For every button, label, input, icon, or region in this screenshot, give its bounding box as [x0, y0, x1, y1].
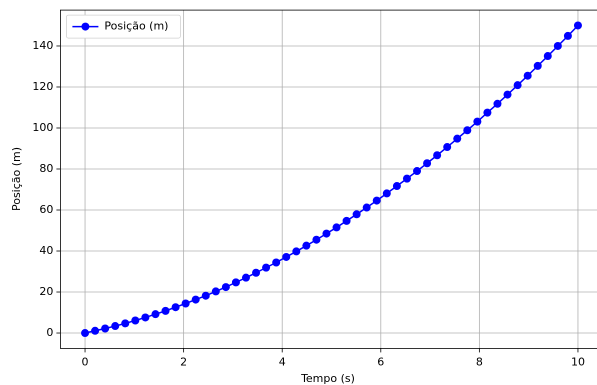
marker: [443, 143, 452, 152]
marker: [372, 196, 381, 205]
x-tick-label: 4: [279, 355, 286, 368]
marker: [231, 278, 240, 287]
line: [84, 24, 579, 334]
marker: [282, 252, 291, 261]
marker: [191, 295, 200, 304]
marker: [171, 303, 180, 312]
y-tick-label: 120: [32, 80, 53, 93]
marker: [352, 210, 361, 219]
marker: [493, 99, 502, 108]
marker: [533, 61, 542, 70]
y-tick-label: 60: [39, 203, 53, 216]
marker: [322, 229, 331, 238]
marker: [513, 81, 522, 90]
y-tick-label: 0: [46, 326, 53, 339]
marker: [131, 316, 140, 325]
x-tick-label: 2: [180, 355, 187, 368]
marker: [161, 306, 170, 315]
marker: [563, 31, 572, 40]
y-tick-label: 140: [32, 39, 53, 52]
y-tick-label: 100: [32, 121, 53, 134]
marker: [221, 283, 230, 292]
marker: [382, 189, 391, 198]
legend-label: Posição (m): [104, 20, 168, 33]
marker: [453, 134, 462, 143]
marker: [573, 21, 582, 30]
marker: [292, 247, 301, 256]
marker: [362, 203, 371, 212]
marker: [81, 329, 90, 338]
x-tick-label: 8: [476, 355, 483, 368]
marker: [201, 291, 210, 300]
marker: [423, 159, 432, 168]
marker: [241, 273, 250, 282]
marker: [342, 216, 351, 225]
marker: [473, 117, 482, 126]
x-tick-label: 0: [82, 355, 89, 368]
marker: [463, 126, 472, 135]
legend-box: [66, 14, 181, 39]
marker: [272, 258, 281, 267]
marker: [483, 108, 492, 117]
marker: [111, 322, 120, 331]
marker: [402, 174, 411, 183]
marker: [553, 41, 562, 50]
marker: [433, 151, 442, 160]
marker: [141, 313, 150, 322]
y-tick-label: 80: [39, 162, 53, 175]
x-axis-label: Tempo (s): [300, 372, 355, 385]
x-tick-label: 10: [571, 355, 585, 368]
marker: [523, 71, 532, 80]
marker: [151, 310, 160, 319]
marker: [252, 268, 261, 277]
y-tick-label: 20: [39, 285, 53, 298]
legend-marker: [81, 22, 90, 31]
marker: [211, 287, 220, 296]
marker: [543, 52, 552, 61]
marker: [392, 182, 401, 191]
legend: Posição (m): [66, 14, 181, 39]
x-tick-label: 6: [377, 355, 384, 368]
marker: [413, 167, 422, 176]
marker: [262, 263, 271, 272]
marker: [312, 235, 321, 244]
marker: [121, 319, 130, 328]
plot-frame: [60, 9, 597, 349]
y-axis-label: Posição (m): [10, 147, 23, 211]
marker: [332, 223, 341, 232]
marker: [302, 241, 311, 250]
marker: [91, 326, 100, 335]
marker: [101, 324, 110, 333]
marker: [181, 299, 190, 308]
y-tick-label: 40: [39, 244, 53, 257]
marker: [503, 90, 512, 99]
